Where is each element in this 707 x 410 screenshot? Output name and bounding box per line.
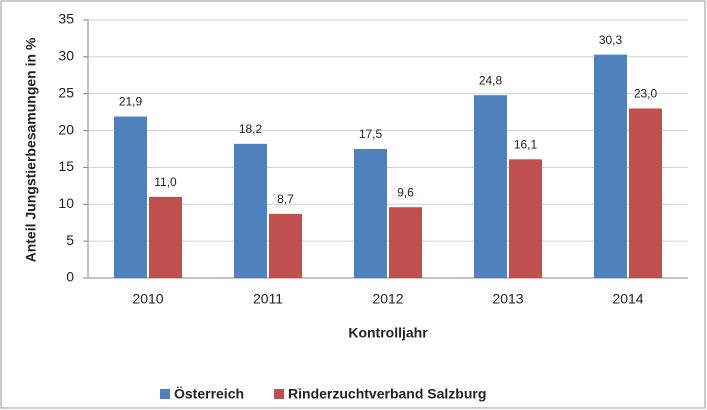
value-label: 24,8 — [479, 73, 503, 87]
y-tick-label: 0 — [66, 269, 74, 285]
x-tick-label: 2011 — [253, 291, 283, 307]
value-label: 17,5 — [359, 127, 383, 141]
y-tick-label: 10 — [58, 195, 74, 211]
value-label: 11,0 — [154, 175, 177, 189]
bar — [149, 196, 182, 278]
bar — [509, 159, 542, 278]
bar — [389, 207, 422, 278]
value-label: 23,0 — [634, 87, 658, 101]
bar — [474, 95, 507, 278]
x-axis-title: Kontrolljahr — [348, 325, 428, 341]
x-tick-label: 2013 — [492, 291, 523, 307]
y-axis-title: Anteil Jungstierbesamungen in % — [23, 37, 39, 262]
value-label: 8,7 — [277, 192, 294, 206]
y-tick-label: 25 — [58, 84, 74, 100]
bar — [234, 143, 267, 278]
x-tick-label: 2014 — [612, 291, 643, 307]
y-tick-label: 30 — [58, 48, 74, 64]
value-label: 21,9 — [119, 95, 143, 109]
bar — [629, 108, 662, 278]
y-tick-label: 20 — [58, 121, 74, 137]
legend-swatch — [160, 389, 170, 399]
value-label: 30,3 — [599, 33, 623, 47]
value-label: 16,1 — [514, 137, 538, 151]
bar — [354, 149, 387, 278]
y-tick-label: 35 — [58, 11, 74, 27]
value-label: 18,2 — [239, 122, 263, 136]
legend-label: Österreich — [174, 386, 244, 402]
value-label: 9,6 — [397, 185, 414, 199]
bar — [114, 116, 147, 279]
legend-label: Rinderzuchtverband Salzburg — [288, 386, 486, 402]
bar — [594, 54, 627, 278]
y-tick-label: 15 — [58, 158, 74, 174]
x-tick-label: 2010 — [132, 291, 163, 307]
y-tick-label: 5 — [66, 232, 74, 248]
x-tick-label: 2012 — [372, 291, 403, 307]
bar — [269, 213, 302, 278]
legend-swatch — [274, 389, 285, 399]
